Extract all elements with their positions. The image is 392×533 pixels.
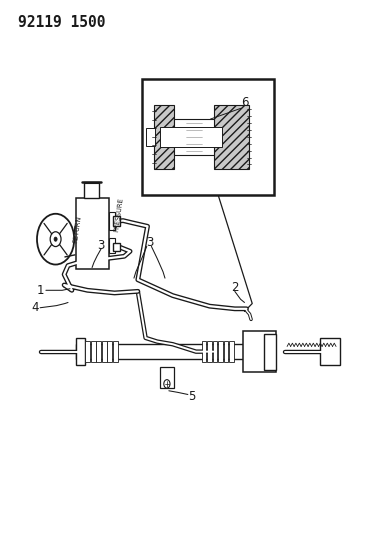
Bar: [113, 243, 120, 251]
Text: 1: 1: [37, 284, 45, 297]
Bar: [96, 341, 101, 362]
Bar: [213, 341, 218, 362]
Bar: [320, 338, 340, 366]
Bar: [142, 79, 274, 195]
Bar: [229, 341, 234, 362]
Bar: [76, 198, 109, 269]
Text: 92119 1500: 92119 1500: [18, 15, 105, 30]
Bar: [174, 119, 214, 155]
Bar: [202, 341, 207, 362]
Bar: [84, 182, 99, 198]
Text: 3: 3: [146, 236, 153, 249]
Bar: [113, 216, 120, 225]
Text: 4: 4: [31, 301, 39, 314]
Circle shape: [50, 232, 61, 247]
Bar: [91, 341, 96, 362]
Bar: [85, 341, 90, 362]
Bar: [107, 341, 112, 362]
Bar: [218, 341, 223, 362]
Text: 2: 2: [231, 281, 239, 294]
Bar: [224, 341, 229, 362]
Bar: [113, 341, 118, 362]
Bar: [154, 105, 174, 169]
Bar: [109, 238, 115, 253]
Bar: [102, 341, 107, 362]
Bar: [214, 105, 249, 169]
Bar: [160, 127, 222, 147]
Circle shape: [54, 237, 57, 241]
Bar: [160, 367, 174, 388]
Bar: [264, 334, 276, 369]
Bar: [207, 341, 212, 362]
Text: RETURN: RETURN: [73, 215, 83, 243]
Bar: [76, 338, 85, 366]
Text: 3: 3: [97, 239, 105, 252]
Bar: [243, 331, 276, 372]
Circle shape: [164, 379, 170, 388]
Text: 6: 6: [241, 95, 248, 109]
Text: PRESSURE: PRESSURE: [113, 197, 124, 232]
Text: 5: 5: [189, 390, 196, 402]
Bar: [109, 212, 115, 230]
Bar: [76, 344, 274, 359]
Bar: [146, 128, 154, 146]
